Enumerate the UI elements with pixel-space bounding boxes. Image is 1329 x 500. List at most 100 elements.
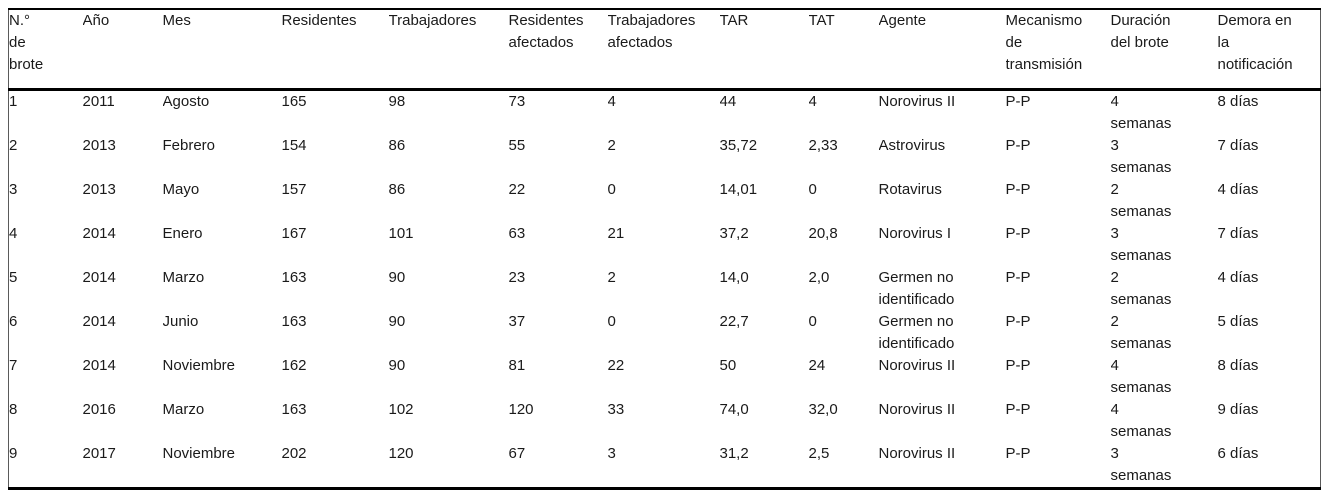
table-cell: 2014 bbox=[82, 224, 116, 242]
table-cell: 0 bbox=[808, 312, 817, 330]
table-cell: 50 bbox=[719, 356, 737, 374]
table-cell: 86 bbox=[388, 136, 406, 154]
table-cell: 22,7 bbox=[719, 312, 749, 330]
table-cell: 7 bbox=[9, 356, 18, 374]
table-cell: Noviembre bbox=[162, 356, 236, 374]
table-cell: 154 bbox=[281, 136, 307, 154]
table-cell: 8 bbox=[9, 400, 18, 418]
table-cell: Marzo bbox=[162, 400, 205, 418]
table-cell: Norovirus II bbox=[878, 400, 956, 418]
table-cell: 162 bbox=[281, 356, 307, 374]
table-cell: 8 días bbox=[1217, 356, 1259, 374]
table-cell: 98 bbox=[388, 92, 406, 110]
table-cell: 2 bbox=[9, 136, 18, 154]
column-header: Agente bbox=[878, 12, 927, 29]
table-cell: 0 bbox=[607, 312, 616, 330]
table-cell: 0 bbox=[808, 180, 817, 198]
table-cell: Mayo bbox=[162, 180, 200, 198]
table-cell: 2014 bbox=[82, 356, 116, 374]
table-cell: 74,0 bbox=[719, 400, 749, 418]
column-header: Demora en la notificación bbox=[1217, 12, 1293, 73]
column-header: Año bbox=[82, 12, 110, 29]
table-cell: 8 días bbox=[1217, 92, 1259, 110]
column-header: Trabajadores afectados bbox=[607, 12, 696, 51]
table-cell: 90 bbox=[388, 312, 406, 330]
table-cell: 163 bbox=[281, 400, 307, 418]
table-cell: 1 bbox=[9, 92, 18, 110]
table-cell: 101 bbox=[388, 224, 414, 242]
table-cell: 22 bbox=[607, 356, 625, 374]
table-cell: 31,2 bbox=[719, 444, 749, 462]
table-cell: P-P bbox=[1005, 400, 1031, 418]
table-cell: Marzo bbox=[162, 268, 205, 286]
table-row: 7 2014 Noviembre 162 90 81 22 50 24 Norovirus II P… bbox=[9, 355, 1321, 399]
table-cell: 4 días bbox=[1217, 268, 1259, 286]
table-cell: 2,5 bbox=[808, 444, 830, 462]
table-cell: 4 semanas bbox=[1110, 400, 1172, 440]
table-cell: 67 bbox=[508, 444, 526, 462]
table-cell: 24 bbox=[808, 356, 826, 374]
table-cell: 3 semanas bbox=[1110, 136, 1172, 176]
table-cell: P-P bbox=[1005, 136, 1031, 154]
table-row: 9 2017 Noviembre 202 120 67 3 31,2 2,5 Norovirus … bbox=[9, 443, 1321, 489]
column-header: N.° de brote bbox=[9, 12, 44, 73]
column-header: Mecanismo de transmisión bbox=[1005, 12, 1083, 73]
table-cell: 2017 bbox=[82, 444, 116, 462]
table-cell: 90 bbox=[388, 268, 406, 286]
table-cell: 2 semanas bbox=[1110, 312, 1172, 352]
paper-table-region: N.° de brote Año Mes Residentes Trabajadores… bbox=[8, 8, 1321, 490]
table-cell: Astrovirus bbox=[878, 136, 946, 154]
table-cell: 2016 bbox=[82, 400, 116, 418]
table-cell: Norovirus II bbox=[878, 444, 956, 462]
table-cell: 73 bbox=[508, 92, 526, 110]
table-cell: 14,01 bbox=[719, 180, 758, 198]
table-cell: 63 bbox=[508, 224, 526, 242]
column-header: Mes bbox=[162, 12, 191, 29]
table-cell: 6 bbox=[9, 312, 18, 330]
table-cell: 163 bbox=[281, 312, 307, 330]
table-cell: 81 bbox=[508, 356, 526, 374]
table-cell: 2 semanas bbox=[1110, 268, 1172, 308]
table-cell: 3 bbox=[9, 180, 18, 198]
table-cell: Noviembre bbox=[162, 444, 236, 462]
table-cell: 3 bbox=[607, 444, 616, 462]
table-cell: P-P bbox=[1005, 224, 1031, 242]
table-cell: 0 bbox=[607, 180, 616, 198]
table-cell: 35,72 bbox=[719, 136, 758, 154]
table-cell: 37 bbox=[508, 312, 526, 330]
table-cell: 32,0 bbox=[808, 400, 838, 418]
table-cell: Germen no identificado bbox=[878, 312, 955, 352]
table-cell: 22 bbox=[508, 180, 526, 198]
table-cell: 90 bbox=[388, 356, 406, 374]
table-header: N.° de brote Año Mes Residentes Trabajadores… bbox=[8, 9, 1321, 89]
table-cell: 2013 bbox=[82, 180, 116, 198]
table-cell: P-P bbox=[1005, 356, 1031, 374]
column-header: Residentes afectados bbox=[508, 12, 584, 51]
table-cell: 4 semanas bbox=[1110, 356, 1172, 396]
table-cell: 102 bbox=[388, 400, 414, 418]
table-cell: 4 bbox=[9, 224, 18, 242]
table-cell: 165 bbox=[281, 92, 307, 110]
table-cell: 3 semanas bbox=[1110, 224, 1172, 264]
table-cell: Enero bbox=[162, 224, 203, 242]
outbreaks-table: N.° de brote Año Mes Residentes Trabajadores… bbox=[8, 8, 1321, 490]
table-cell: 2 semanas bbox=[1110, 180, 1172, 220]
table-row: 2 2013 Febrero 154 86 55 2 35,72 2,33 Astrovirus P… bbox=[9, 135, 1321, 179]
table-cell: Norovirus II bbox=[878, 356, 956, 374]
table-cell: 202 bbox=[281, 444, 307, 462]
table-cell: 120 bbox=[508, 400, 534, 418]
table-cell: P-P bbox=[1005, 444, 1031, 462]
table-cell: 120 bbox=[388, 444, 414, 462]
table-row: 6 2014 Junio 163 90 37 0 22,7 0 Germen no identif… bbox=[9, 311, 1321, 355]
table-cell: 9 bbox=[9, 444, 18, 462]
table-cell: 33 bbox=[607, 400, 625, 418]
table-cell: 2013 bbox=[82, 136, 116, 154]
table-cell: 163 bbox=[281, 268, 307, 286]
table-cell: 14,0 bbox=[719, 268, 749, 286]
table-cell: 2014 bbox=[82, 268, 116, 286]
table-cell: 4 días bbox=[1217, 180, 1259, 198]
table-cell: P-P bbox=[1005, 312, 1031, 330]
table-cell: 4 bbox=[607, 92, 616, 110]
column-header: TAT bbox=[808, 12, 835, 29]
column-header: TAR bbox=[719, 12, 749, 29]
